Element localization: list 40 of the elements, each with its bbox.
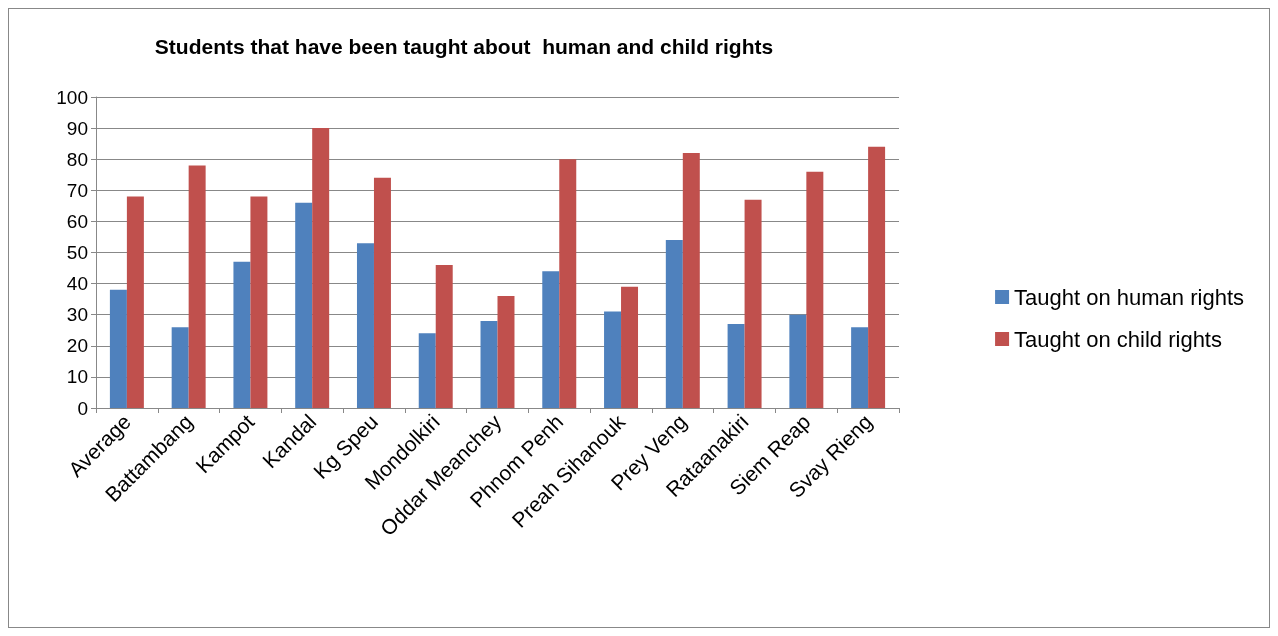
bar [789,314,807,408]
bar [233,261,251,408]
chart-title: Students that have been taught about human and child rights [154,35,774,58]
bar [851,327,869,408]
y-tick-label: 80 [66,148,88,170]
bar [497,296,515,408]
bar [171,327,189,408]
bar [665,240,683,408]
bar [806,171,824,408]
bar [480,320,498,408]
bar [868,146,886,408]
bar [188,165,206,408]
bar [727,324,745,408]
y-tick-label: 50 [66,242,88,263]
legend-label: Taught on human rights [1014,284,1245,310]
bar [542,271,560,408]
y-tick-label: 30 [66,304,88,326]
y-tick-label: 20 [66,335,88,357]
bar [682,152,700,408]
y-tick-label: 90 [66,117,88,139]
y-tick-label: 0 [77,397,88,419]
y-tick-label: 40 [66,273,88,295]
bar [109,289,127,408]
y-tick-label: 60 [66,210,88,232]
bar [559,159,577,408]
y-tick-label: 70 [66,179,88,201]
bar [418,333,436,408]
legend-label: Taught on child rights [1014,326,1222,352]
y-tick-label: 10 [66,366,88,388]
bar [126,196,144,408]
bar [621,286,639,408]
bar [744,199,762,408]
bar [435,264,453,408]
bar [295,202,313,408]
bar [604,311,622,408]
bar [312,128,330,408]
y-tick-label: 100 [56,86,88,108]
bar [373,177,391,408]
bar [250,196,268,408]
bar [356,243,374,408]
